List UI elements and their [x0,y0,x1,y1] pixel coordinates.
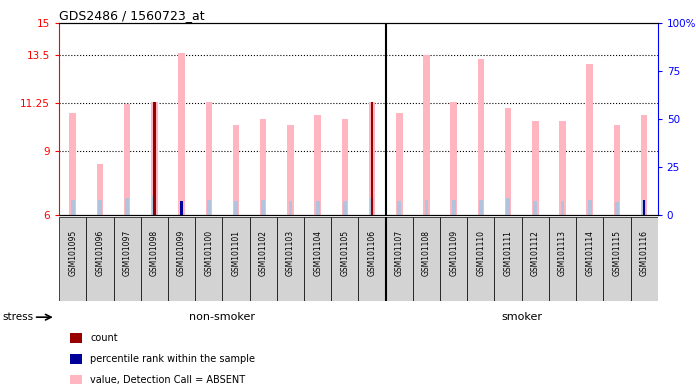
Bar [151,102,158,215]
Bar [397,201,401,215]
Bar [425,200,428,215]
Bar [125,198,129,215]
Bar [358,217,386,301]
Bar [413,217,440,301]
Text: GSM101099: GSM101099 [177,230,186,276]
Text: value, Detection Call = ABSENT: value, Detection Call = ABSENT [90,375,246,384]
Text: GSM101106: GSM101106 [367,230,377,276]
Text: GSM101116: GSM101116 [640,230,649,276]
Bar [287,126,294,215]
Text: GSM101110: GSM101110 [476,230,485,276]
Bar [260,119,267,215]
Text: GSM101108: GSM101108 [422,230,431,276]
Bar [370,198,374,215]
Bar [124,104,130,215]
Bar [440,217,467,301]
Bar [559,121,566,215]
Text: smoker: smoker [501,312,542,322]
Bar [642,200,646,215]
Bar [494,217,522,301]
Bar [371,102,373,215]
Bar [152,196,157,215]
Bar [141,217,168,301]
Bar [315,115,321,215]
Bar [180,204,184,215]
Bar [261,200,265,215]
Bar [641,115,647,215]
Text: GSM101101: GSM101101 [232,230,241,276]
Text: GSM101102: GSM101102 [259,230,268,276]
Text: percentile rank within the sample: percentile rank within the sample [90,354,255,364]
Bar [452,200,456,215]
Bar [396,113,402,215]
Bar [207,200,211,215]
Bar [304,217,331,301]
Bar [505,108,512,215]
Bar [70,113,76,215]
Bar [423,55,429,215]
Bar [479,200,483,215]
Bar [113,217,141,301]
Text: GDS2486 / 1560723_at: GDS2486 / 1560723_at [59,9,205,22]
Bar [98,200,102,215]
Bar [506,198,510,215]
Text: stress: stress [3,312,34,322]
Bar [232,126,239,215]
Bar [59,217,86,301]
Bar [560,201,564,215]
Bar [289,201,292,215]
Bar [576,217,603,301]
Text: GSM101097: GSM101097 [122,230,132,276]
Bar [533,201,537,215]
Text: GSM101113: GSM101113 [558,230,567,276]
Bar [615,202,619,215]
Bar [549,217,576,301]
Bar [153,102,156,215]
Bar [342,119,348,215]
Bar [643,200,645,215]
Text: GSM101115: GSM101115 [612,230,622,276]
Text: GSM101095: GSM101095 [68,230,77,276]
Bar [343,201,347,215]
Bar [97,164,103,215]
Bar [195,217,223,301]
Bar [234,201,238,215]
Bar [180,201,183,215]
Text: GSM101103: GSM101103 [286,230,295,276]
Bar [477,59,484,215]
Text: GSM101100: GSM101100 [205,230,213,276]
Bar [178,53,185,215]
Text: GSM101105: GSM101105 [340,230,349,276]
Text: GSM101096: GSM101096 [95,230,104,276]
Bar [86,217,113,301]
Bar [369,102,375,215]
Bar [316,201,319,215]
Bar [522,217,549,301]
Text: GSM101104: GSM101104 [313,230,322,276]
Bar [223,217,250,301]
Text: GSM101098: GSM101098 [150,230,159,276]
Text: non-smoker: non-smoker [189,312,255,322]
Bar [467,217,494,301]
Bar [205,102,212,215]
Bar [532,121,539,215]
Text: GSM101107: GSM101107 [395,230,404,276]
Bar [250,217,277,301]
Text: GSM101114: GSM101114 [585,230,594,276]
Bar [614,126,620,215]
Bar [631,217,658,301]
Text: GSM101111: GSM101111 [504,230,512,275]
Bar [331,217,358,301]
Text: GSM101112: GSM101112 [531,230,540,275]
Bar [277,217,304,301]
Bar [603,217,631,301]
Bar [588,200,592,215]
Bar [450,102,457,215]
Bar [71,200,74,215]
Bar [587,64,593,215]
Bar [168,217,195,301]
Text: GSM101109: GSM101109 [449,230,458,276]
Bar [386,217,413,301]
Text: count: count [90,333,118,343]
